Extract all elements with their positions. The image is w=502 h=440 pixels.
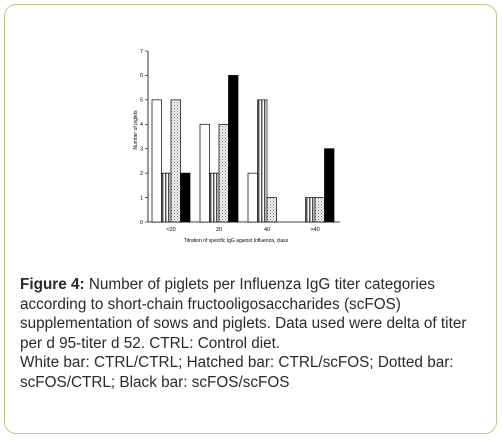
bar-chart: 0 1 2 3 4 5 6 7 <20 20 40 >40 Number of piglets Tit…	[133, 49, 340, 244]
bar-hatched	[305, 197, 316, 223]
x-tick-label: <20	[166, 227, 175, 233]
bar-hatched	[209, 172, 220, 223]
y-tick-label: 5	[140, 98, 143, 104]
bar-dotted	[314, 197, 325, 223]
y-tick-label: 0	[140, 220, 143, 226]
plot-area: 0 1 2 3 4 5 6 7 <20 20 40 >40	[140, 49, 340, 233]
bar-black	[180, 172, 191, 223]
x-axis-label: Titration of specific IgG against Influe…	[184, 238, 289, 244]
x-tick-label: 20	[216, 227, 222, 233]
y-tick-label: 3	[140, 147, 143, 153]
figure-caption: Figure 4: Number of piglets per Influenz…	[20, 275, 490, 392]
y-tick-label: 6	[140, 73, 143, 79]
caption-text: Number of piglets per Influenza IgG tite…	[20, 276, 467, 352]
x-tick-label: 40	[264, 227, 270, 233]
bar-white	[247, 172, 258, 223]
bar-black	[228, 75, 239, 223]
caption-key: White bar: CTRL/CTRL; Hatched bar: CTRL/…	[20, 354, 454, 391]
x-tick-label: >40	[310, 227, 319, 233]
y-tick-label: 1	[140, 195, 143, 201]
bar-hatched	[161, 172, 172, 223]
figure-label: Figure 4:	[20, 276, 85, 293]
bar-black	[324, 148, 335, 223]
bar-dotted	[218, 123, 229, 223]
bar-white	[151, 99, 162, 223]
bar-dotted	[266, 197, 277, 223]
y-tick-label: 2	[140, 171, 143, 177]
y-tick-label: 4	[140, 122, 143, 128]
bar-white	[199, 123, 210, 223]
y-tick-label: 7	[140, 49, 143, 55]
y-axis-label: Number of piglets	[133, 110, 139, 150]
caption-paragraph: Figure 4: Number of piglets per Influenz…	[20, 275, 490, 353]
bar-hatched	[257, 99, 268, 223]
bar-dotted	[170, 99, 181, 223]
